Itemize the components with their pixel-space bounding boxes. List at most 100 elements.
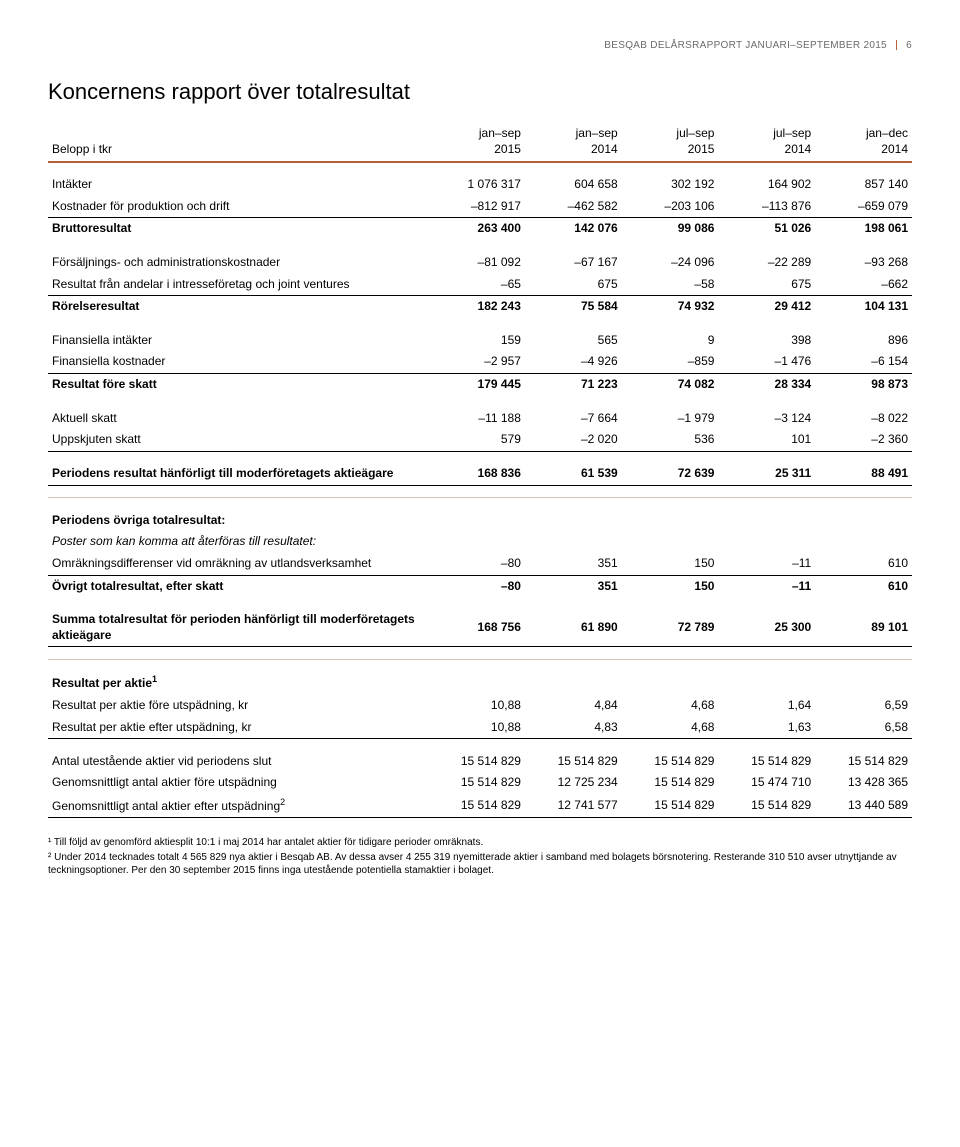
table-row: Kostnader för produktion och drift–812 9…	[48, 196, 912, 218]
col-5-year: 2014	[881, 142, 908, 156]
row-value	[718, 510, 815, 532]
row-value: 351	[525, 575, 622, 597]
row-value: –67 167	[525, 252, 622, 274]
row-value: –812 917	[428, 196, 525, 218]
table-row: Uppskjuten skatt579–2 020536101–2 360	[48, 429, 912, 451]
row-value: –662	[815, 274, 912, 296]
row-value: 675	[718, 274, 815, 296]
table-row: Bruttoresultat263 400142 07699 08651 026…	[48, 218, 912, 240]
footnotes: ¹ Till följd av genomförd aktiesplit 10:…	[48, 836, 912, 878]
row-value: 89 101	[815, 609, 912, 647]
row-label: Finansiella kostnader	[48, 351, 428, 373]
table-header-row: Belopp i tkr jan–sep 2015 jan–sep 2014 j…	[48, 123, 912, 162]
row-value: 4,68	[622, 717, 719, 739]
row-value: –2 020	[525, 429, 622, 451]
col-4-year: 2014	[785, 142, 812, 156]
table-row: Summa totalresultat för perioden hänförl…	[48, 609, 912, 647]
row-value: 25 300	[718, 609, 815, 647]
col-1-year: 2015	[494, 142, 521, 156]
row-value: 61 890	[525, 609, 622, 647]
table-row: Aktuell skatt–11 188–7 664–1 979–3 124–8…	[48, 408, 912, 430]
row-label: Uppskjuten skatt	[48, 429, 428, 451]
row-label: Intäkter	[48, 174, 428, 196]
row-value: 10,88	[428, 717, 525, 739]
row-value: 168 756	[428, 609, 525, 647]
row-value: –11	[718, 553, 815, 575]
col-label-header: Belopp i tkr	[48, 123, 428, 162]
row-value: 263 400	[428, 218, 525, 240]
table-row: Resultat från andelar i intresseföretag …	[48, 274, 912, 296]
row-value: 1,63	[718, 717, 815, 739]
row-value: 88 491	[815, 463, 912, 485]
row-value: 610	[815, 575, 912, 597]
row-value: 74 932	[622, 296, 719, 318]
row-label: Genomsnittligt antal aktier före utspädn…	[48, 772, 428, 794]
table-row: Antal utestående aktier vid periodens sl…	[48, 751, 912, 773]
table-row	[48, 318, 912, 330]
table-row: Intäkter1 076 317604 658302 192164 90285…	[48, 174, 912, 196]
row-value: –81 092	[428, 252, 525, 274]
row-value: 4,83	[525, 717, 622, 739]
table-body: Intäkter1 076 317604 658302 192164 90285…	[48, 162, 912, 818]
row-value	[622, 531, 719, 553]
row-value: 101	[718, 429, 815, 451]
table-row: Genomsnittligt antal aktier före utspädn…	[48, 772, 912, 794]
row-value: 10,88	[428, 695, 525, 717]
row-label: Rörelseresultat	[48, 296, 428, 318]
table-row	[48, 647, 912, 659]
row-value	[815, 531, 912, 553]
row-value: 579	[428, 429, 525, 451]
row-value: 28 334	[718, 373, 815, 395]
row-value: 675	[525, 274, 622, 296]
row-value: 565	[525, 330, 622, 352]
row-label: Genomsnittligt antal aktier efter utspäd…	[48, 794, 428, 818]
table-row: Omräkningsdifferenser vid omräkning av u…	[48, 553, 912, 575]
row-value	[428, 531, 525, 553]
row-value: –2 360	[815, 429, 912, 451]
row-value: 15 514 829	[525, 751, 622, 773]
row-value: 398	[718, 330, 815, 352]
col-1-header: jan–sep 2015	[428, 123, 525, 162]
table-row	[48, 739, 912, 751]
row-value: –11 188	[428, 408, 525, 430]
report-title: Koncernens rapport över totalresultat	[48, 79, 912, 105]
row-value: 75 584	[525, 296, 622, 318]
row-value: –11	[718, 575, 815, 597]
row-label: Bruttoresultat	[48, 218, 428, 240]
row-value: 150	[622, 575, 719, 597]
row-value: –80	[428, 575, 525, 597]
row-value: –859	[622, 351, 719, 373]
footnote-1: ¹ Till följd av genomförd aktiesplit 10:…	[48, 836, 912, 850]
row-value: 159	[428, 330, 525, 352]
row-label: Summa totalresultat för perioden hänförl…	[48, 609, 428, 647]
row-value: 610	[815, 553, 912, 575]
row-value: 15 514 829	[718, 751, 815, 773]
row-value: 15 514 829	[622, 794, 719, 818]
col-label-text: Belopp i tkr	[52, 142, 112, 156]
row-value	[525, 671, 622, 695]
table-row: Resultat per aktie1	[48, 671, 912, 695]
row-value: –659 079	[815, 196, 912, 218]
header-divider	[896, 40, 897, 50]
row-value: 71 223	[525, 373, 622, 395]
table-row: Övrigt totalresultat, efter skatt–803511…	[48, 575, 912, 597]
row-value: 13 428 365	[815, 772, 912, 794]
row-value: 15 514 829	[815, 751, 912, 773]
row-label: Periodens resultat hänförligt till moder…	[48, 463, 428, 485]
row-value: –1 979	[622, 408, 719, 430]
table-row: Poster som kan komma att återföras till …	[48, 531, 912, 553]
row-value: 198 061	[815, 218, 912, 240]
table-row	[48, 240, 912, 252]
row-value: –22 289	[718, 252, 815, 274]
row-value: 99 086	[622, 218, 719, 240]
row-value: 6,59	[815, 695, 912, 717]
row-value: –58	[622, 274, 719, 296]
row-value: –7 664	[525, 408, 622, 430]
row-label: Aktuell skatt	[48, 408, 428, 430]
table-row: Finansiella kostnader–2 957–4 926–859–1 …	[48, 351, 912, 373]
row-label: Resultat per aktie före utspädning, kr	[48, 695, 428, 717]
col-3-period: jul–sep	[676, 126, 714, 140]
col-2-period: jan–sep	[576, 126, 618, 140]
row-value: –65	[428, 274, 525, 296]
row-value: 25 311	[718, 463, 815, 485]
